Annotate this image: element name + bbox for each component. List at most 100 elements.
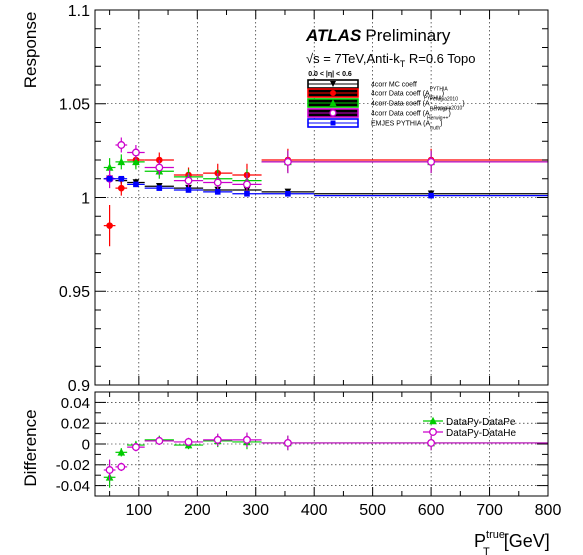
x-tick-label: 600	[418, 502, 445, 519]
data-point	[117, 141, 126, 149]
legend-label-close: )	[440, 121, 442, 128]
chart-subtitle-b: R=0.6 Topo	[405, 51, 475, 66]
data-point	[106, 222, 113, 229]
y-tick-label: 0.02	[61, 416, 90, 433]
data-point	[117, 448, 126, 456]
legend-marker	[330, 120, 336, 126]
legend-label: 4corr Data coeff (AHerwig++ Herwig++)	[371, 107, 451, 122]
legend-label: 4corr Data coeff (APYTHIA PYTHIA)	[371, 87, 448, 102]
data-point	[156, 185, 163, 191]
legend-label-sub: Perugia2010	[434, 106, 463, 112]
data-point	[283, 157, 292, 166]
data-point	[105, 163, 114, 171]
data-point	[155, 163, 164, 172]
y-tick-label: 0	[82, 436, 90, 453]
legend-marker	[429, 428, 437, 436]
data-point	[283, 439, 292, 447]
y-tick-label: 1.05	[59, 97, 90, 114]
legend-label-sup: Perugia2010	[430, 97, 459, 103]
bottom-ylabel: Difference	[21, 409, 40, 486]
data-point	[117, 462, 126, 471]
y-tick-label: 0.9	[68, 378, 90, 395]
legend-label-close: )	[462, 101, 464, 108]
x-tick-label: 300	[242, 502, 269, 519]
x-tick-label: 400	[301, 502, 328, 519]
chart-title: ATLAS Preliminary	[305, 26, 451, 45]
y-tick-label: 0.04	[61, 395, 90, 412]
top-series	[103, 137, 548, 247]
y-tick-label: 1	[81, 190, 90, 207]
data-point	[131, 443, 140, 452]
top-legend: 0.0 < |η| < 0.6 4corr MC coeff 4corr Data …	[307, 71, 465, 132]
legend-label: 4corr Data coeff (APerugia2010 Perugia201…	[371, 97, 465, 112]
legend-entry: 4corr Data coeff (AHerwig++ Herwig++)	[307, 107, 451, 122]
legend-marker	[330, 90, 336, 96]
x-tick-label: 200	[184, 502, 211, 519]
xlabel-sub: T	[483, 546, 490, 555]
data-point	[118, 184, 125, 192]
xlabel-sup: true	[486, 529, 505, 541]
legend-label-sub: Herwig++	[427, 116, 448, 122]
chart-subtitle-sub: T	[400, 59, 406, 69]
data-point	[106, 175, 113, 182]
data-point	[131, 148, 140, 157]
legend-label-sub: PYTHIA	[424, 96, 443, 102]
chart-title-normal: Preliminary	[365, 26, 451, 45]
legend-label-main: EMJES PYTHIA (A	[371, 121, 430, 128]
x-tick-label: 500	[359, 502, 386, 519]
bottom-ticks: 100 200 300 400 500 600 700 800 0.04 0.02 0 -0.02 -0…	[56, 391, 562, 519]
series-4	[103, 175, 548, 199]
y-tick-label: 0.95	[59, 284, 90, 301]
data-point	[214, 189, 221, 195]
data-point	[244, 190, 250, 197]
data-point	[428, 192, 434, 199]
data-point	[243, 435, 251, 444]
top-ylabel: Response	[21, 12, 40, 89]
data-point	[285, 190, 291, 197]
y-tick-label: -0.04	[56, 478, 90, 495]
legend-marker	[429, 416, 437, 425]
legend-marker	[330, 81, 336, 87]
legend-label: DataPy-DataHe	[446, 428, 516, 439]
data-point	[118, 175, 125, 182]
x-tick-label: 700	[476, 502, 503, 519]
legend-label: 4corr MC coeff	[371, 82, 417, 89]
chart-title-bold: ATLAS	[305, 26, 362, 45]
data-point	[427, 439, 436, 447]
legend-label: DataPy-DataPe	[446, 417, 516, 428]
legend-entry: DataPy-DataPe	[423, 416, 516, 428]
legend-label-sup: PYTHIA	[430, 87, 449, 93]
legend-entry: DataPy-DataHe	[423, 428, 516, 439]
legend-entry: EMJES PYTHIA (Atruth)	[307, 118, 442, 132]
data-point	[155, 436, 164, 445]
legend-entry: 4corr MC coeff	[307, 79, 417, 89]
legend-label-sub: truth	[430, 126, 440, 132]
data-point	[213, 435, 222, 444]
legend-label-sup: Herwig++	[430, 107, 451, 113]
xlabel: Ptrue T [GeV]	[474, 529, 550, 555]
data-point	[243, 180, 251, 189]
bottom-series	[103, 432, 548, 488]
top-ticks: 0.9 0.95 1 1.05 1.1	[59, 3, 549, 395]
y-tick-label: 1.1	[68, 3, 90, 20]
data-point	[117, 157, 126, 166]
legend-header: 0.0 < |η| < 0.6	[308, 71, 352, 78]
data-point	[184, 437, 193, 446]
legend-marker	[329, 99, 337, 106]
legend-label-main: 4corr Data coeff (A	[371, 101, 430, 108]
legend-label-close: )	[448, 111, 450, 118]
y-tick-label: -0.02	[56, 457, 90, 474]
series-3	[103, 137, 548, 196]
chart-subtitle-a: √s = 7TeV,Anti-k	[306, 51, 400, 66]
legend-entry: 4corr Data coeff (APYTHIA PYTHIA)	[307, 87, 448, 102]
data-point	[427, 157, 436, 166]
x-tick-label: 800	[535, 502, 562, 519]
legend-label-close: )	[442, 91, 444, 98]
xlabel-unit: [GeV]	[504, 531, 550, 551]
x-tick-label: 100	[125, 502, 152, 519]
data-point	[132, 157, 140, 166]
legend-marker	[329, 109, 337, 117]
data-point	[105, 466, 114, 474]
